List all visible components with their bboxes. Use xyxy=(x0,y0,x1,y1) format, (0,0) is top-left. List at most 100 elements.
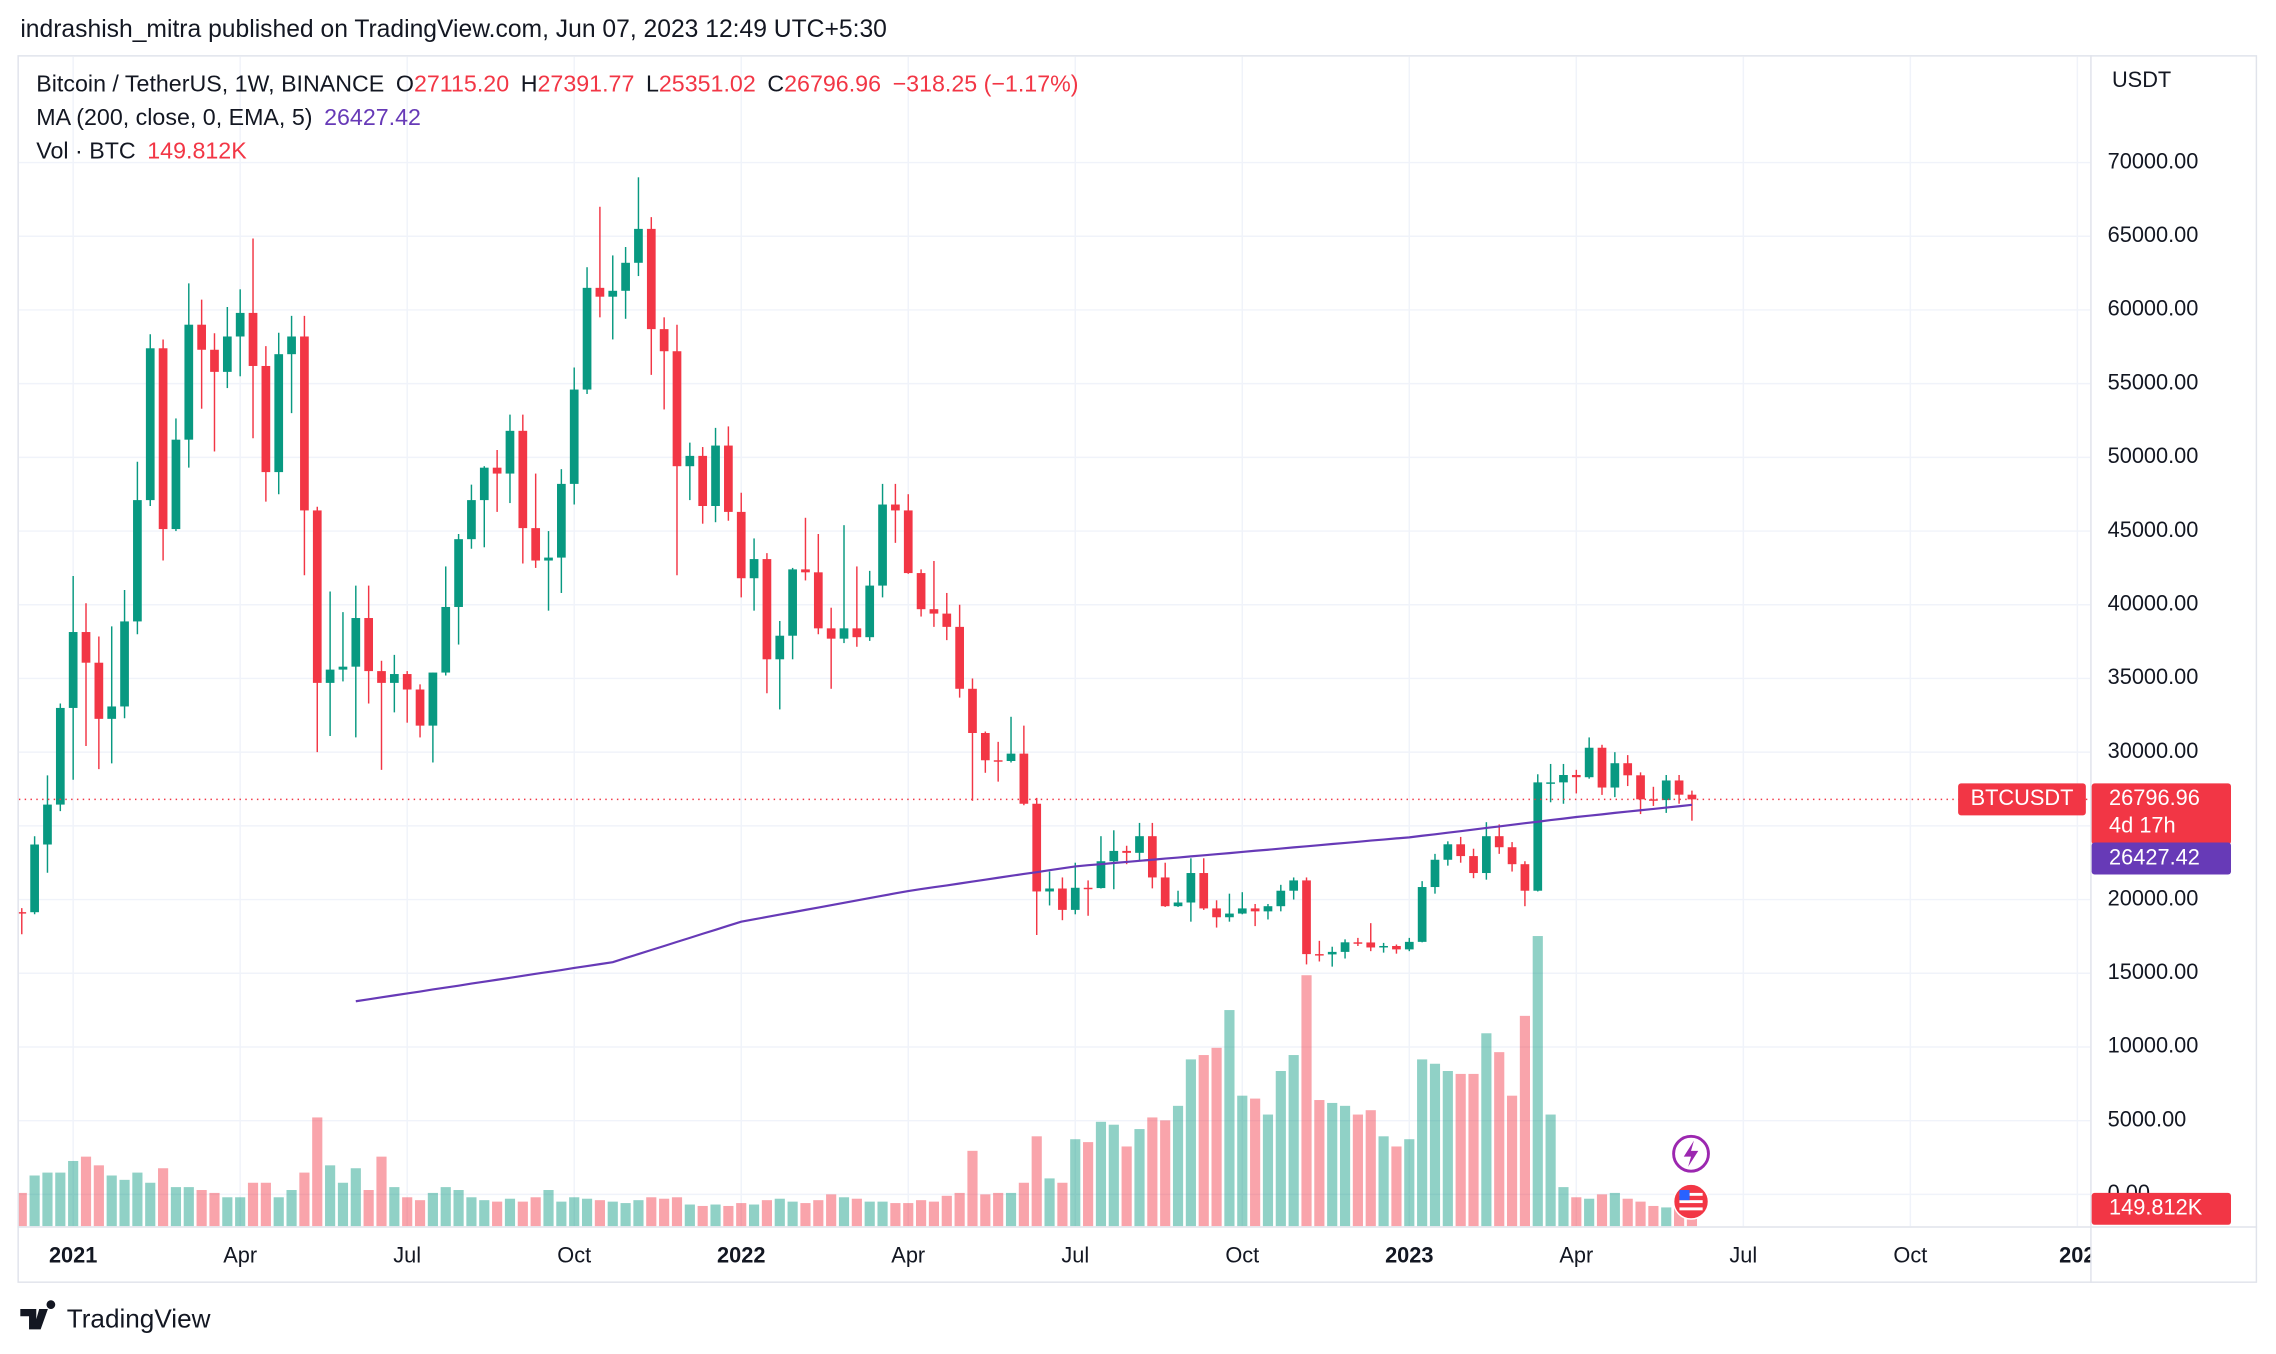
candle-body xyxy=(505,430,515,474)
candle-body xyxy=(826,628,836,639)
candle-body xyxy=(1327,951,1337,955)
volume-bar xyxy=(119,1179,130,1227)
volume-bar xyxy=(967,1150,978,1227)
volume-bar xyxy=(620,1203,631,1227)
volume-bar xyxy=(1442,1071,1453,1227)
candle-body xyxy=(1109,850,1119,862)
volume-tag-bg xyxy=(2091,1192,2232,1225)
volume-bar xyxy=(1429,1063,1441,1227)
x-tick-label: Jul xyxy=(1729,1243,1757,1268)
volume-bar xyxy=(414,1200,426,1227)
candle-body xyxy=(929,609,939,614)
volume-bar xyxy=(748,1204,760,1227)
candle-body xyxy=(55,707,65,805)
volume-bar xyxy=(1506,1095,1518,1227)
legend-key: H xyxy=(521,71,538,97)
brand-name: TradingView xyxy=(67,1304,211,1334)
candle-body xyxy=(1392,945,1401,950)
volume-tag: 149.812K xyxy=(2109,1195,2203,1220)
candle-body xyxy=(968,688,977,733)
candle-body xyxy=(813,572,823,629)
candle-body xyxy=(1315,954,1324,956)
volume-bar xyxy=(1596,1194,1608,1227)
candle-body xyxy=(428,672,438,726)
candle-body xyxy=(646,228,656,330)
candle-body xyxy=(955,626,964,689)
flag-stripe xyxy=(1679,1192,1703,1196)
candle-body xyxy=(1096,861,1106,889)
x-tick-label: Jul xyxy=(393,1243,421,1268)
volume-bar xyxy=(903,1203,914,1227)
y-tick-label: 10000.00 xyxy=(2108,1033,2199,1058)
volume-bar xyxy=(877,1201,888,1227)
volume-bar xyxy=(158,1168,169,1227)
candle-body xyxy=(261,365,271,473)
candle-body xyxy=(1623,763,1633,776)
volume-bar xyxy=(389,1187,400,1227)
volume-bar xyxy=(1134,1129,1145,1227)
volume-bar xyxy=(1314,1100,1325,1227)
candle-body xyxy=(1340,942,1350,952)
candle-body xyxy=(659,329,669,352)
candle-body xyxy=(1237,908,1247,914)
candle-body xyxy=(492,467,502,474)
volume-bar xyxy=(954,1192,965,1227)
volume-bar xyxy=(1172,1105,1184,1227)
volume-bar xyxy=(325,1165,336,1227)
volume-bar xyxy=(671,1197,683,1227)
ma-value: 26427.42 xyxy=(324,104,421,130)
volume-bar xyxy=(1262,1114,1274,1227)
candle-body xyxy=(30,844,39,913)
candle-body xyxy=(1597,747,1607,788)
candle-body xyxy=(582,287,592,390)
candles xyxy=(18,177,2091,1003)
volume-bar xyxy=(1365,1110,1376,1227)
volume-bar xyxy=(1584,1198,1595,1227)
y-tick-label: 65000.00 xyxy=(2108,222,2199,247)
candle-body xyxy=(415,689,425,726)
candle-body xyxy=(980,732,990,761)
y-tick-label: 45000.00 xyxy=(2108,517,2199,542)
legend-key: C xyxy=(767,71,784,97)
x-tick-label: 2023 xyxy=(1385,1243,1433,1268)
volume-bar xyxy=(1237,1095,1248,1227)
volume-bar xyxy=(774,1198,785,1227)
ma-name: MA (200, close, 0, EMA, 5) xyxy=(36,104,312,130)
ma-tag-bg xyxy=(2091,842,2232,875)
candle-body xyxy=(1456,844,1466,857)
volume-bar xyxy=(1404,1139,1415,1227)
candle-body xyxy=(338,666,348,670)
volume-bar xyxy=(928,1201,940,1227)
candle-body xyxy=(274,354,284,473)
candle-body xyxy=(518,430,528,529)
candle-body xyxy=(595,287,605,297)
volume-bar xyxy=(800,1203,811,1227)
candle-body xyxy=(1122,850,1132,853)
volume-bar xyxy=(1352,1114,1363,1227)
y-tick-label: 5000.00 xyxy=(2108,1106,2187,1131)
volume-bar xyxy=(55,1172,66,1227)
volume-bar xyxy=(697,1205,708,1227)
volume-bar xyxy=(1147,1117,1158,1227)
volume-bar xyxy=(106,1175,117,1227)
x-tick-label: Oct xyxy=(557,1243,591,1268)
candle-body xyxy=(402,674,412,690)
candle-body xyxy=(1546,782,1555,784)
price-axis: 0.005000.0010000.0015000.0020000.0025000… xyxy=(2108,148,2199,1205)
volume-bar xyxy=(479,1200,490,1227)
volume-bar xyxy=(312,1117,323,1227)
symbol-tag: BTCUSDT xyxy=(1971,785,2074,810)
volume-bar xyxy=(941,1195,952,1227)
candle-body xyxy=(235,312,245,337)
candle-body xyxy=(1186,873,1196,903)
y-tick-label: 60000.00 xyxy=(2108,296,2199,321)
volume-bar xyxy=(1250,1098,1261,1227)
legend-key: L xyxy=(646,71,659,97)
candle-body xyxy=(1173,902,1183,907)
volume-bar xyxy=(492,1201,503,1227)
y-tick-label: 35000.00 xyxy=(2108,664,2199,689)
candle-body xyxy=(1482,836,1491,874)
volume-bar xyxy=(1609,1192,1620,1227)
ma-tag: 26427.42 xyxy=(2109,844,2200,869)
candle-body xyxy=(1443,844,1453,860)
